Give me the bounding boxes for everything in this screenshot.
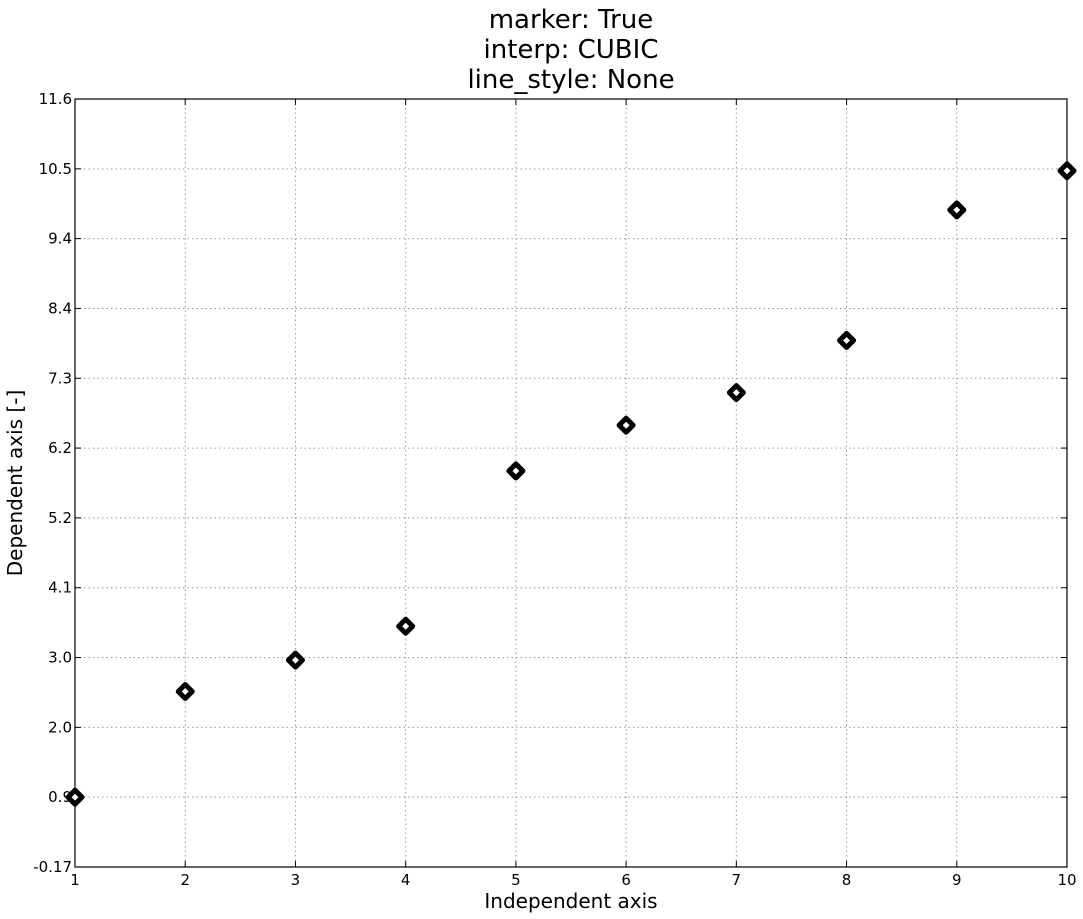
y-tick-label: 2.0 (48, 718, 72, 736)
y-tick-label: 5.2 (48, 509, 72, 527)
x-tick-labels: 1 2 3 4 5 6 7 8 9 10 (70, 871, 1076, 889)
data-point (65, 787, 85, 807)
y-tick-label: 3.0 (48, 649, 72, 667)
x-tick-label: 8 (842, 871, 852, 889)
data-point (616, 415, 636, 435)
x-tick-label: 1 (70, 871, 80, 889)
data-markers (65, 161, 1077, 807)
title-line-3: line_style: None (467, 65, 674, 95)
data-point (285, 650, 305, 670)
y-tick-label: -0.17 (33, 858, 72, 876)
title-line-2: interp: CUBIC (484, 35, 659, 65)
ticks (74, 98, 1068, 868)
x-tick-label: 7 (732, 871, 742, 889)
y-tick-label: 11.6 (39, 90, 72, 108)
data-point (947, 200, 967, 220)
x-tick-label: 9 (952, 871, 962, 889)
y-tick-label: 6.2 (48, 439, 72, 457)
data-point (506, 461, 526, 481)
y-tick-label: 4.1 (48, 579, 72, 597)
x-tick-label: 3 (291, 871, 301, 889)
grid (75, 99, 1067, 867)
y-tick-labels: -0.17 0.9 2.0 3.0 4.1 5.2 6.2 7.3 8.4 9.4 10.5 11.6 (33, 90, 72, 876)
y-tick-label: 0.9 (48, 788, 72, 806)
x-tick-label: 10 (1057, 871, 1076, 889)
data-point (837, 330, 857, 350)
x-tick-label: 5 (511, 871, 521, 889)
data-point (1057, 161, 1077, 181)
data-point (396, 616, 416, 636)
data-point (175, 681, 195, 701)
y-tick-label: 7.3 (48, 369, 72, 387)
y-tick-label: 9.4 (48, 230, 72, 248)
plot-frame (74, 98, 1068, 868)
y-tick-label: 10.5 (39, 160, 72, 178)
x-tick-label: 2 (180, 871, 190, 889)
chart-title: marker: True interp: CUBIC line_style: N… (467, 5, 674, 95)
x-tick-label: 6 (621, 871, 631, 889)
x-axis-label: Independent axis (484, 889, 657, 913)
y-axis-label: Dependent axis [-] (3, 390, 27, 577)
y-tick-label: 8.4 (48, 299, 72, 317)
title-line-1: marker: True (489, 5, 654, 35)
x-tick-label: 4 (401, 871, 411, 889)
data-point (726, 383, 746, 403)
